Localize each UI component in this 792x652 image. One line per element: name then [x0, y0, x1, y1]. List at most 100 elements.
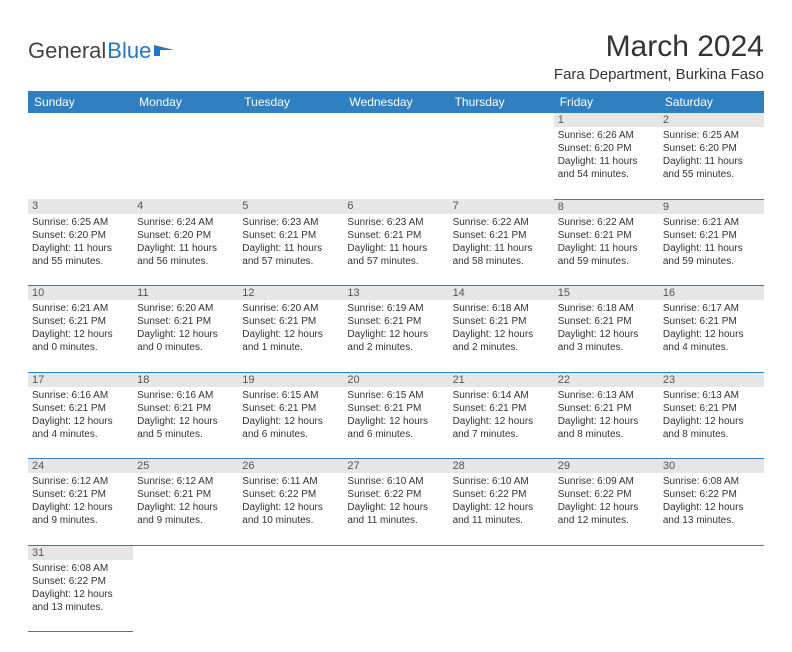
- daylight-text-2: and 55 minutes.: [663, 168, 760, 181]
- sunset-text: Sunset: 6:21 PM: [663, 229, 760, 242]
- month-title: March 2024: [554, 30, 764, 64]
- day-number-cell: [449, 113, 554, 127]
- day-cell: Sunrise: 6:20 AMSunset: 6:21 PMDaylight:…: [133, 300, 238, 372]
- daylight-text: Daylight: 12 hours: [347, 501, 444, 514]
- weekday-header: Tuesday: [238, 91, 343, 113]
- day-number-cell: [238, 113, 343, 127]
- day-cell: [343, 127, 448, 199]
- day-number-cell: 22: [554, 372, 659, 387]
- day-number-cell: 25: [133, 459, 238, 474]
- day-cell: [343, 560, 448, 632]
- sunrise-text: Sunrise: 6:09 AM: [558, 475, 655, 488]
- logo-text-blue: Blue: [107, 38, 151, 64]
- day-cell: Sunrise: 6:08 AMSunset: 6:22 PMDaylight:…: [28, 560, 133, 632]
- day-body-row: Sunrise: 6:26 AMSunset: 6:20 PMDaylight:…: [28, 127, 764, 199]
- sunrise-text: Sunrise: 6:10 AM: [453, 475, 550, 488]
- sunset-text: Sunset: 6:22 PM: [32, 575, 129, 588]
- daylight-text-2: and 4 minutes.: [663, 341, 760, 354]
- day-number-cell: 2: [659, 113, 764, 127]
- weekday-header: Thursday: [449, 91, 554, 113]
- day-number-cell: 23: [659, 372, 764, 387]
- weekday-header: Sunday: [28, 91, 133, 113]
- day-cell: Sunrise: 6:10 AMSunset: 6:22 PMDaylight:…: [343, 473, 448, 545]
- sunset-text: Sunset: 6:22 PM: [663, 488, 760, 501]
- daylight-text: Daylight: 12 hours: [137, 415, 234, 428]
- daylight-text-2: and 8 minutes.: [558, 428, 655, 441]
- sunrise-text: Sunrise: 6:23 AM: [347, 216, 444, 229]
- daylight-text: Daylight: 12 hours: [453, 501, 550, 514]
- day-number-cell: 28: [449, 459, 554, 474]
- sunset-text: Sunset: 6:20 PM: [137, 229, 234, 242]
- day-number-cell: [133, 113, 238, 127]
- sunrise-text: Sunrise: 6:26 AM: [558, 129, 655, 142]
- day-cell: Sunrise: 6:16 AMSunset: 6:21 PMDaylight:…: [28, 387, 133, 459]
- logo: GeneralBlue: [28, 30, 176, 64]
- sunset-text: Sunset: 6:21 PM: [137, 402, 234, 415]
- day-cell: Sunrise: 6:22 AMSunset: 6:21 PMDaylight:…: [449, 214, 554, 286]
- sunrise-text: Sunrise: 6:13 AM: [558, 389, 655, 402]
- title-block: March 2024 Fara Department, Burkina Faso: [554, 30, 764, 83]
- day-cell: [133, 560, 238, 632]
- daylight-text-2: and 1 minute.: [242, 341, 339, 354]
- daylight-text-2: and 6 minutes.: [242, 428, 339, 441]
- day-number-row: 10111213141516: [28, 286, 764, 301]
- daylight-text: Daylight: 12 hours: [137, 328, 234, 341]
- daylight-text: Daylight: 12 hours: [347, 415, 444, 428]
- daylight-text: Daylight: 12 hours: [663, 501, 760, 514]
- sunset-text: Sunset: 6:21 PM: [137, 315, 234, 328]
- daylight-text: Daylight: 12 hours: [558, 415, 655, 428]
- daylight-text: Daylight: 12 hours: [32, 328, 129, 341]
- daylight-text-2: and 7 minutes.: [453, 428, 550, 441]
- daylight-text-2: and 10 minutes.: [242, 514, 339, 527]
- day-body-row: Sunrise: 6:08 AMSunset: 6:22 PMDaylight:…: [28, 560, 764, 632]
- daylight-text-2: and 4 minutes.: [32, 428, 129, 441]
- day-cell: Sunrise: 6:24 AMSunset: 6:20 PMDaylight:…: [133, 214, 238, 286]
- day-number-cell: [343, 113, 448, 127]
- sunrise-text: Sunrise: 6:17 AM: [663, 302, 760, 315]
- day-cell: Sunrise: 6:18 AMSunset: 6:21 PMDaylight:…: [554, 300, 659, 372]
- weekday-header: Monday: [133, 91, 238, 113]
- daylight-text: Daylight: 12 hours: [242, 501, 339, 514]
- sunrise-text: Sunrise: 6:14 AM: [453, 389, 550, 402]
- logo-text-general: General: [28, 38, 106, 64]
- day-number-cell: [659, 545, 764, 560]
- day-number-cell: [343, 545, 448, 560]
- daylight-text: Daylight: 11 hours: [453, 242, 550, 255]
- daylight-text-2: and 11 minutes.: [347, 514, 444, 527]
- sunset-text: Sunset: 6:21 PM: [347, 229, 444, 242]
- daylight-text: Daylight: 11 hours: [663, 155, 760, 168]
- day-number-cell: 12: [238, 286, 343, 301]
- daylight-text: Daylight: 11 hours: [347, 242, 444, 255]
- day-number-cell: 31: [28, 545, 133, 560]
- sunset-text: Sunset: 6:21 PM: [242, 229, 339, 242]
- daylight-text: Daylight: 11 hours: [242, 242, 339, 255]
- day-number-cell: 8: [554, 199, 659, 214]
- day-number-cell: 30: [659, 459, 764, 474]
- day-cell: Sunrise: 6:08 AMSunset: 6:22 PMDaylight:…: [659, 473, 764, 545]
- day-cell: Sunrise: 6:23 AMSunset: 6:21 PMDaylight:…: [343, 214, 448, 286]
- daylight-text: Daylight: 12 hours: [32, 415, 129, 428]
- location: Fara Department, Burkina Faso: [554, 66, 764, 83]
- day-cell: [238, 127, 343, 199]
- sunrise-text: Sunrise: 6:24 AM: [137, 216, 234, 229]
- day-number-cell: 4: [133, 199, 238, 214]
- day-number-cell: 14: [449, 286, 554, 301]
- sunset-text: Sunset: 6:22 PM: [347, 488, 444, 501]
- day-body-row: Sunrise: 6:21 AMSunset: 6:21 PMDaylight:…: [28, 300, 764, 372]
- daylight-text-2: and 56 minutes.: [137, 255, 234, 268]
- day-number-cell: 1: [554, 113, 659, 127]
- day-cell: Sunrise: 6:21 AMSunset: 6:21 PMDaylight:…: [28, 300, 133, 372]
- daylight-text-2: and 54 minutes.: [558, 168, 655, 181]
- day-cell: Sunrise: 6:20 AMSunset: 6:21 PMDaylight:…: [238, 300, 343, 372]
- daylight-text-2: and 2 minutes.: [453, 341, 550, 354]
- sunrise-text: Sunrise: 6:23 AM: [242, 216, 339, 229]
- day-number-cell: 29: [554, 459, 659, 474]
- daylight-text: Daylight: 12 hours: [32, 588, 129, 601]
- daylight-text-2: and 5 minutes.: [137, 428, 234, 441]
- sunset-text: Sunset: 6:22 PM: [558, 488, 655, 501]
- sunset-text: Sunset: 6:21 PM: [453, 402, 550, 415]
- sunrise-text: Sunrise: 6:16 AM: [137, 389, 234, 402]
- day-number-row: 17181920212223: [28, 372, 764, 387]
- day-number-cell: 21: [449, 372, 554, 387]
- day-cell: [659, 560, 764, 632]
